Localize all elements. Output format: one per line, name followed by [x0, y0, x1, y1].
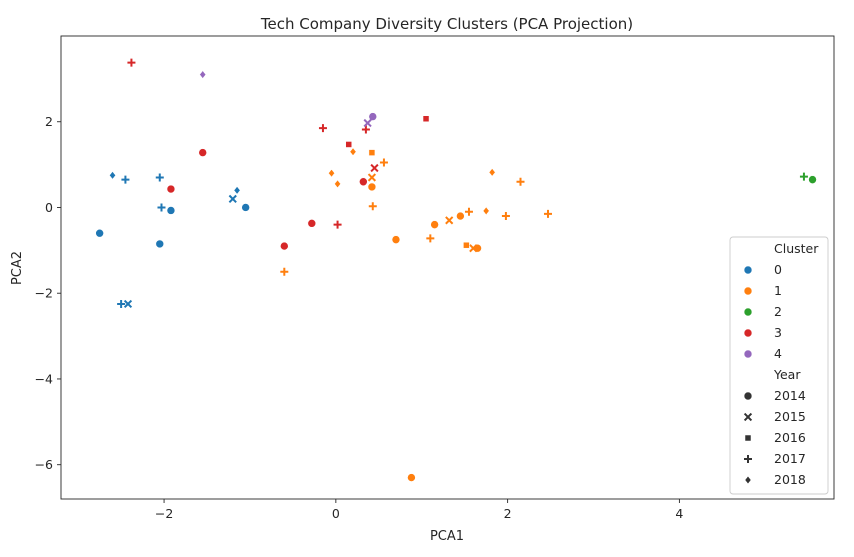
y-tick-label: −2	[35, 286, 53, 301]
legend-cluster-label: 3	[774, 325, 782, 340]
legend-year-label: 2018	[774, 472, 806, 487]
data-point	[426, 234, 435, 243]
x-tick-label: 4	[675, 506, 683, 521]
data-point	[361, 125, 370, 134]
data-point	[445, 216, 454, 225]
data-point	[233, 186, 241, 195]
y-tick-label: 0	[45, 200, 53, 215]
chart-title: Tech Company Diversity Clusters (PCA Pro…	[260, 15, 633, 33]
legend-year-label: 2017	[774, 451, 806, 466]
data-point	[307, 219, 317, 228]
legend: Cluster 0 1 2 3 4 Year 2014 2015 2016 2017 2018	[729, 236, 829, 495]
legend-cluster-marker	[743, 349, 753, 359]
legend-cluster-label: 0	[774, 262, 782, 277]
data-point	[456, 211, 465, 221]
data-point	[280, 241, 289, 251]
data-point	[367, 173, 377, 182]
legend-year-marker	[744, 434, 752, 442]
data-point	[469, 244, 478, 253]
data-point	[345, 141, 352, 148]
data-point	[349, 147, 357, 156]
data-point	[109, 171, 116, 180]
legend-title-cluster: Cluster	[774, 241, 819, 256]
data-point	[198, 148, 208, 157]
data-point	[407, 473, 416, 482]
data-point	[368, 202, 377, 211]
x-tick-label: 0	[332, 506, 340, 521]
data-point	[155, 173, 164, 182]
legend-cluster-marker	[743, 307, 753, 317]
data-point	[488, 168, 496, 177]
data-point	[368, 149, 376, 156]
data-point	[166, 206, 176, 215]
data-point	[123, 299, 133, 309]
data-point	[121, 175, 130, 184]
data-points	[95, 58, 817, 482]
x-tick-label: 2	[504, 506, 512, 521]
legend-title-year: Year	[773, 367, 801, 382]
legend-year-label: 2014	[774, 388, 806, 403]
data-point	[391, 235, 401, 244]
data-point	[328, 168, 335, 178]
y-axis-label: PCA2	[10, 251, 25, 285]
legend-year-marker	[743, 391, 753, 401]
data-point	[482, 206, 490, 216]
data-point	[318, 124, 327, 133]
legend-cluster-label: 4	[774, 346, 782, 361]
legend-cluster-label: 2	[774, 304, 782, 319]
data-point	[516, 177, 525, 186]
data-point	[157, 203, 166, 212]
y-tick-label: 2	[45, 114, 53, 129]
plot-area	[60, 35, 835, 500]
data-point	[501, 212, 510, 221]
data-point	[280, 267, 289, 276]
legend-year-label: 2015	[774, 409, 806, 424]
x-tick-label: −2	[155, 506, 173, 521]
legend-year-marker	[744, 475, 752, 485]
x-axis-label: PCA1	[430, 529, 464, 544]
data-point	[368, 112, 378, 121]
data-point	[799, 172, 808, 181]
legend-year-marker	[744, 455, 752, 463]
data-point	[808, 175, 817, 184]
data-point	[199, 70, 207, 79]
legend-box	[729, 236, 829, 495]
data-point	[95, 228, 104, 238]
y-tick-label: −6	[35, 457, 53, 472]
legend-cluster-marker	[743, 328, 753, 338]
data-point	[117, 299, 126, 308]
data-point	[370, 163, 379, 173]
data-point	[166, 184, 176, 194]
data-point	[464, 207, 473, 216]
data-point	[422, 115, 430, 122]
data-point	[363, 118, 372, 128]
x-axis: −2 0 2 4	[155, 499, 683, 521]
y-axis: −6 −4 −2 0 2	[35, 114, 61, 472]
data-point	[241, 203, 250, 212]
legend-cluster-marker	[743, 286, 753, 296]
data-point	[127, 58, 136, 67]
data-point	[333, 220, 342, 229]
legend-year-label: 2016	[774, 430, 806, 445]
data-point	[543, 209, 552, 218]
data-point	[359, 177, 368, 187]
legend-cluster-label: 1	[774, 283, 782, 298]
data-point	[155, 239, 165, 249]
legend-year-marker	[743, 412, 753, 422]
data-point	[379, 158, 388, 167]
legend-cluster-marker	[743, 265, 753, 275]
data-point	[367, 182, 377, 192]
data-point	[228, 194, 237, 204]
data-point	[334, 179, 341, 189]
data-point	[463, 241, 470, 249]
data-point	[430, 220, 439, 229]
y-tick-label: −4	[35, 371, 53, 386]
